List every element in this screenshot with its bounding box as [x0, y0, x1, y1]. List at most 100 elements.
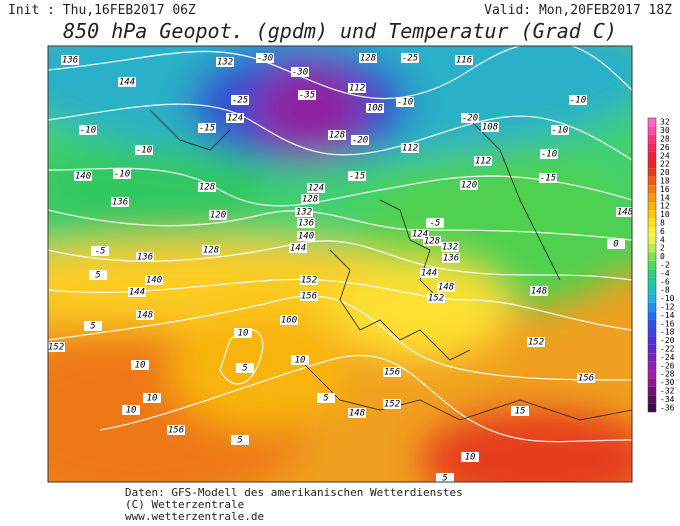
- colorbar-label: 26: [660, 143, 670, 152]
- contour-label: 136: [443, 254, 459, 264]
- label-box: [427, 293, 445, 303]
- colorbar-swatch: [648, 361, 656, 370]
- label-box: [411, 229, 429, 239]
- contour-label: -15: [540, 174, 556, 184]
- label-box: [539, 173, 557, 183]
- contour-label: -20: [352, 136, 368, 146]
- colorbar-swatch: [648, 311, 656, 320]
- colorbar-label: -14: [660, 311, 675, 320]
- colorbar-label: 8: [660, 219, 665, 228]
- label-box: [455, 55, 473, 65]
- contour-label: 156: [384, 368, 400, 378]
- label-box: [401, 143, 419, 153]
- label-box: [436, 473, 454, 482]
- label-box: [461, 452, 479, 462]
- contour-label: -10: [570, 96, 586, 106]
- label-box: [569, 95, 587, 105]
- colorbar-swatch: [648, 193, 656, 202]
- label-box: [426, 218, 444, 228]
- colorbar-swatch: [648, 319, 656, 328]
- contour-label: -15: [349, 172, 365, 182]
- label-box: [231, 435, 249, 445]
- label-box: [61, 55, 79, 65]
- colorbar-swatch: [648, 168, 656, 177]
- colorbar-swatch: [648, 227, 656, 236]
- colorbar-label: 28: [660, 135, 670, 144]
- colorbar-swatch: [648, 395, 656, 404]
- colorbar-swatch: [648, 185, 656, 194]
- colorbar-label: 24: [660, 151, 670, 160]
- colorbar-swatch: [648, 378, 656, 387]
- label-box: [527, 337, 545, 347]
- label-box: [423, 236, 441, 246]
- colorbar-label: -10: [660, 294, 675, 303]
- contour-label: 152: [384, 400, 400, 410]
- contour-label: -10: [541, 150, 557, 160]
- contour-label: 156: [301, 292, 317, 302]
- label-box: [84, 321, 102, 331]
- colorbar-label: 32: [660, 118, 670, 127]
- contour-label: -25: [232, 96, 248, 106]
- label-box: [437, 282, 455, 292]
- label-box: [111, 197, 129, 207]
- colorbar-swatch: [648, 269, 656, 278]
- contour-label: -10: [80, 126, 96, 136]
- colorbar-swatch: [648, 252, 656, 261]
- contour-label: -30: [292, 68, 308, 78]
- contour-label: -5: [95, 247, 106, 257]
- colorbar-swatch: [648, 126, 656, 135]
- label-box: [128, 287, 146, 297]
- label-box: [289, 243, 307, 253]
- colorbar-label: 20: [660, 168, 670, 177]
- colorbar-swatch: [648, 403, 656, 412]
- contour-label: -10: [552, 126, 568, 136]
- map-title: 850 hPa Geopot. (gpdm) und Temperatur (G…: [63, 19, 617, 43]
- contour-label: -15: [199, 124, 215, 134]
- contour-label: 112: [402, 144, 418, 154]
- contour-label: 152: [48, 343, 64, 353]
- contour-label: 132: [442, 243, 458, 253]
- label-box: [202, 245, 220, 255]
- contour-label: -25: [402, 54, 418, 64]
- contour-label: 148: [137, 311, 153, 321]
- contour-label: 140: [75, 172, 91, 182]
- colorbar-label: -18: [660, 328, 675, 337]
- label-box: [607, 239, 625, 249]
- contour-label: 132: [217, 58, 233, 68]
- colorbar-swatch: [648, 143, 656, 152]
- contour-label: 5: [442, 474, 447, 484]
- contour-label: 10: [295, 356, 306, 366]
- colorbar-swatch: [648, 328, 656, 337]
- label-box: [348, 83, 366, 93]
- contour-label: 156: [168, 426, 184, 436]
- colorbar-label: -6: [660, 277, 670, 286]
- contour-label: 136: [62, 56, 78, 66]
- label-box: [122, 405, 140, 415]
- label-box: [74, 171, 92, 181]
- contour-label: -20: [462, 114, 478, 124]
- colorbar-swatch: [648, 277, 656, 286]
- colorbar-swatch: [648, 202, 656, 211]
- label-box: [551, 125, 569, 135]
- contour-label: 144: [119, 78, 135, 88]
- footer-line: (C) Wetterzentrale: [125, 498, 244, 511]
- contour-label: 152: [528, 338, 544, 348]
- label-box: [298, 90, 316, 100]
- colorbar-label: -30: [660, 378, 675, 387]
- colorbar-label: -12: [660, 303, 675, 312]
- label-box: [91, 246, 109, 256]
- label-box: [616, 207, 632, 217]
- contour-label: 152: [301, 276, 317, 286]
- label-box: [297, 218, 315, 228]
- colorbar-swatch: [648, 151, 656, 160]
- label-box: [474, 156, 492, 166]
- contour-label: 136: [112, 198, 128, 208]
- label-box: [461, 113, 479, 123]
- colorbar-swatch: [648, 176, 656, 186]
- contour-label: 5: [95, 271, 100, 281]
- label-box: [577, 373, 595, 383]
- colorbar: 32302826242220181614121086420-2-4-6-8-10…: [647, 118, 675, 412]
- contour-label: 128: [302, 195, 318, 205]
- contour-label: 108: [367, 104, 383, 114]
- label-box: [118, 77, 136, 87]
